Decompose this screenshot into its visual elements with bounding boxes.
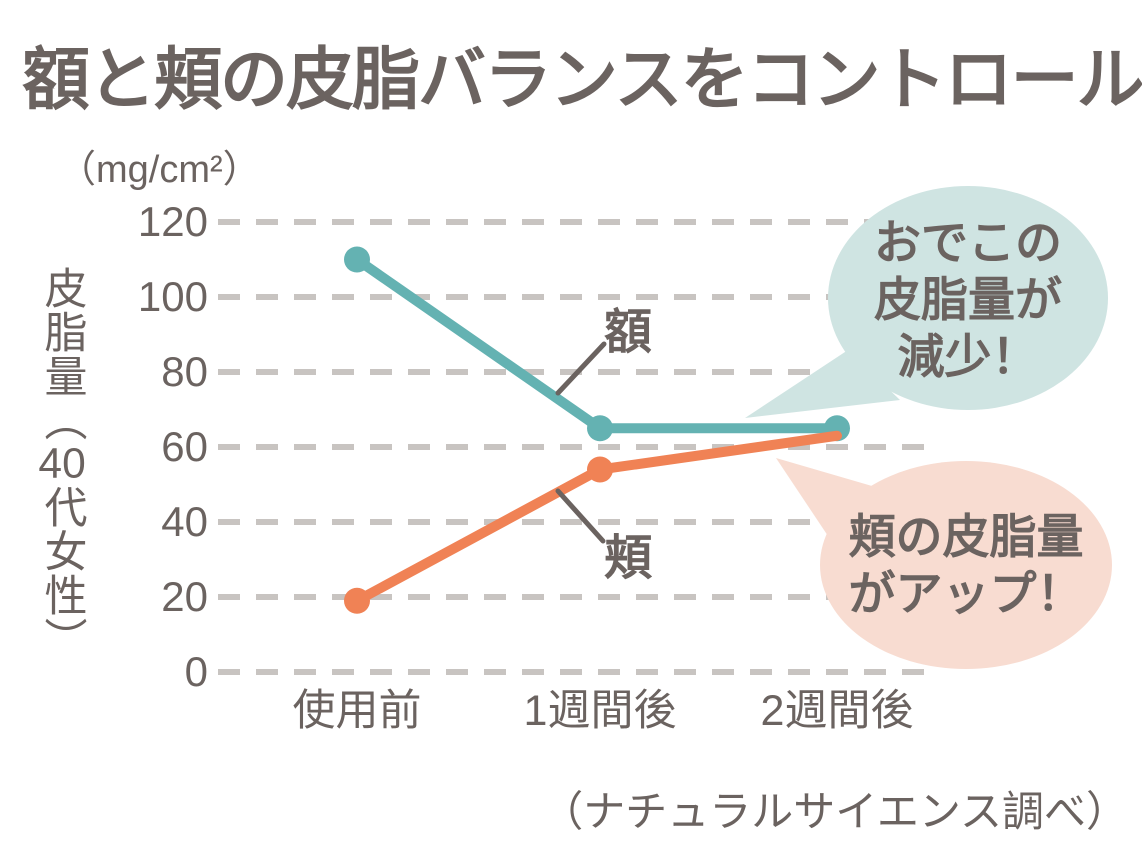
forehead-label-connector xyxy=(555,341,607,396)
cheek-callout-bubble: 頬の皮脂量 がアップ！ xyxy=(820,461,1112,669)
x-category-label: 1週間後 xyxy=(523,687,677,735)
cheek-data-point xyxy=(344,587,370,614)
forehead-callout-bubble: おでこの 皮脂量が 減少！ xyxy=(828,188,1108,410)
y-axis-unit-label: （mg/cm²） xyxy=(58,149,261,191)
x-category-label: 使用前 xyxy=(292,687,422,735)
forehead-bubble-shape xyxy=(828,186,1108,410)
cheek-callout-line: 頬の皮脂量 xyxy=(848,510,1084,563)
y-tick-label: 120 xyxy=(137,198,208,245)
forehead-data-point xyxy=(344,246,370,273)
forehead-series-line xyxy=(352,254,842,434)
forehead-callout-line: おでこの xyxy=(874,215,1062,269)
y-tick-label: 20 xyxy=(161,573,208,620)
cheek-data-point xyxy=(587,456,613,483)
y-axis-label-suffix: 代女性） xyxy=(38,485,86,661)
cheek-bubble-tail xyxy=(776,458,872,536)
x-category-label: 2週間後 xyxy=(760,687,914,735)
cheek-callout-line: がアップ！ xyxy=(848,567,1084,620)
forehead-series-label: 額 xyxy=(604,306,653,359)
forehead-callout-line: 減少！ xyxy=(897,329,1039,383)
cheek-label-connector xyxy=(555,488,606,544)
y-tick-label: 60 xyxy=(161,423,208,470)
cheek-series-label: 頬 xyxy=(604,532,653,585)
y-tick-label: 80 xyxy=(161,348,208,395)
forehead-callout-line: 皮脂量が xyxy=(874,272,1062,326)
y-axis-label: 皮脂量（40代女性） xyxy=(38,266,86,666)
cheek-bubble-shape xyxy=(820,461,1112,669)
y-tick-label: 0 xyxy=(184,648,208,695)
forehead-data-point xyxy=(587,415,613,442)
y-tick-label: 100 xyxy=(137,273,208,320)
y-axis-label-age: 40 xyxy=(38,442,86,485)
y-tick-label: 40 xyxy=(161,498,208,545)
source-credit: （ナチュラルサイエンス調べ） xyxy=(541,788,1128,835)
y-axis-label-prefix: 皮脂量（ xyxy=(38,266,86,442)
chart-title: 額と頬の皮脂バランスをコントロール xyxy=(22,42,1142,118)
forehead-bubble-tail xyxy=(745,350,900,418)
